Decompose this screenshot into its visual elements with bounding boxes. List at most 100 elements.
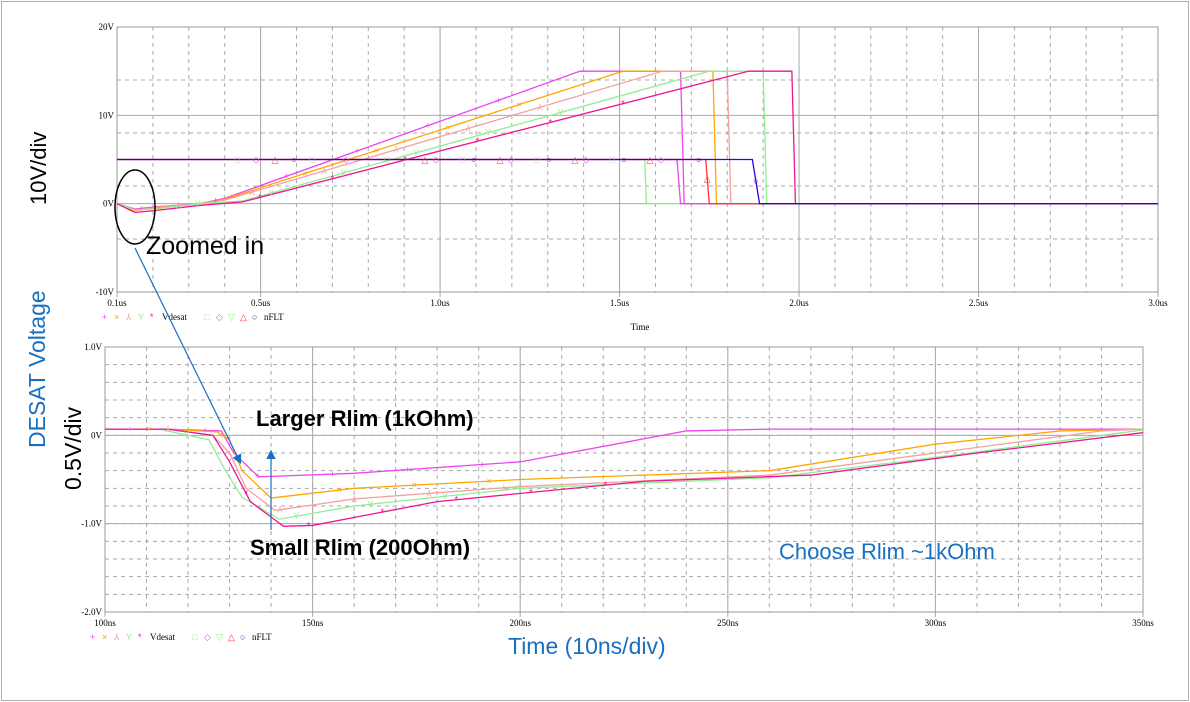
series-marker: * — [403, 155, 407, 165]
y-tick-label: 0V — [91, 430, 103, 440]
series-marker: * — [381, 507, 385, 517]
series-marker: + — [202, 425, 207, 435]
series-marker: △ — [572, 155, 579, 165]
legend-marker: * — [150, 312, 154, 322]
series-marker: + — [405, 465, 410, 475]
x-tick-label: 3.0us — [1148, 298, 1168, 308]
series-marker: □ — [309, 155, 315, 165]
zoom-arrow — [134, 247, 242, 465]
x-tick-label: 1.0us — [430, 298, 450, 308]
series-marker: △ — [272, 155, 279, 165]
legend-marker: ○ — [252, 312, 257, 322]
series-line — [105, 428, 1144, 520]
series-marker: ◇ — [658, 155, 665, 165]
series-marker: Y — [183, 430, 189, 440]
series-marker: × — [146, 424, 151, 434]
series-line — [116, 70, 1158, 214]
series-marker: □ — [384, 155, 390, 165]
series-marker: + — [127, 424, 132, 434]
x-tick-label: 200ns — [509, 618, 531, 628]
series-marker: * — [549, 117, 553, 127]
series-marker: △ — [704, 174, 711, 184]
bottom-scale-label: 0.5V/div — [60, 406, 86, 490]
top-scale-label: 10V/div — [26, 131, 51, 205]
series-marker: * — [621, 99, 625, 109]
legend-marker: × — [114, 312, 119, 322]
x-tick-label: 100ns — [94, 618, 116, 628]
series-marker: + — [355, 146, 360, 156]
small-rlim-label: Small Rlim (200Ohm) — [250, 535, 471, 560]
y-tick-label: -1.0V — [81, 519, 102, 529]
series-marker: × — [445, 123, 450, 133]
series-marker: Y — [293, 511, 299, 521]
x-tick-label: 0.5us — [251, 298, 271, 308]
series-marker: Y — [195, 199, 201, 209]
x-axis-title: Time — [631, 322, 650, 332]
series-line — [105, 428, 1144, 527]
legend-marker: □ — [204, 312, 210, 322]
choose-rlim-label: Choose Rlim ~1kOhm — [779, 539, 995, 564]
series-marker: Y — [557, 108, 563, 118]
legend-marker: Y — [138, 312, 144, 322]
series-marker: * — [331, 174, 335, 184]
zoom-ellipse — [114, 169, 156, 245]
time-axis-label: Time (10ns/div) — [508, 633, 666, 659]
plot-1: 0.1us 0.5us 1.0us 1.5us 2.0us 2.5us 3.0us -10V 0… — [96, 22, 1169, 332]
series-marker: * — [245, 489, 249, 499]
legend-marker: △ — [228, 632, 235, 642]
series-marker: □ — [234, 155, 240, 165]
series-marker: ⅄ — [464, 123, 471, 133]
legend-marker: + — [90, 632, 95, 642]
plot-border — [104, 346, 1144, 613]
larger-rlim-label: Larger Rlim (1kOhm) — [256, 406, 474, 431]
series-marker: Y — [485, 128, 491, 138]
series-marker: ⅄ — [320, 166, 327, 176]
desat-voltage-label: DESAT Voltage — [24, 290, 50, 448]
series-marker: + — [330, 469, 335, 479]
series-marker: △ — [647, 155, 654, 165]
series-marker: Y — [231, 480, 237, 490]
series-marker: □ — [459, 155, 465, 165]
series-marker: ◇ — [343, 155, 350, 165]
series-marker: * — [529, 487, 533, 497]
series-marker: + — [425, 121, 430, 131]
series-marker: × — [264, 489, 269, 499]
series-marker: * — [476, 136, 480, 146]
x-tick-label: 350ns — [1132, 618, 1154, 628]
y-tick-label: -2.0V — [81, 607, 102, 617]
series-marker: Y — [268, 188, 274, 198]
legend-marker: □ — [192, 632, 198, 642]
series-marker: + — [284, 171, 289, 181]
series-marker: Y — [341, 168, 347, 178]
series-line — [116, 70, 1158, 211]
y-tick-label: 20V — [99, 22, 115, 32]
legend-marker: ○ — [240, 632, 245, 642]
series-marker: ⅄ — [536, 102, 543, 112]
series-line — [105, 428, 1144, 512]
legend-marker: + — [102, 312, 107, 322]
series-marker: ⅄ — [164, 424, 171, 434]
series-marker: ⅄ — [500, 483, 507, 493]
series-marker: ○ — [291, 155, 296, 165]
series-marker: * — [455, 495, 459, 505]
x-tick-label: 250ns — [717, 618, 739, 628]
x-tick-label: 300ns — [925, 618, 947, 628]
series-marker: □ — [609, 155, 615, 165]
series-marker: □ — [534, 155, 540, 165]
series-marker: ⅄ — [392, 145, 399, 155]
legend-marker: ◇ — [216, 312, 223, 322]
series-marker: Y — [442, 491, 448, 501]
series-marker: * — [604, 480, 608, 490]
series-marker: ○ — [621, 155, 626, 165]
series-marker: ⅄ — [425, 488, 432, 498]
legend-label: nFLT — [264, 312, 284, 322]
series-marker: ○ — [696, 155, 701, 165]
legend-marker: ▽ — [216, 632, 223, 642]
legend-marker: ◇ — [204, 632, 211, 642]
x-tick-label: 0.1us — [107, 298, 127, 308]
series-marker: ⅄ — [175, 201, 182, 211]
x-tick-label: 1.5us — [610, 298, 630, 308]
legend-marker: * — [138, 632, 142, 642]
series-marker: ⅄ — [276, 505, 283, 515]
